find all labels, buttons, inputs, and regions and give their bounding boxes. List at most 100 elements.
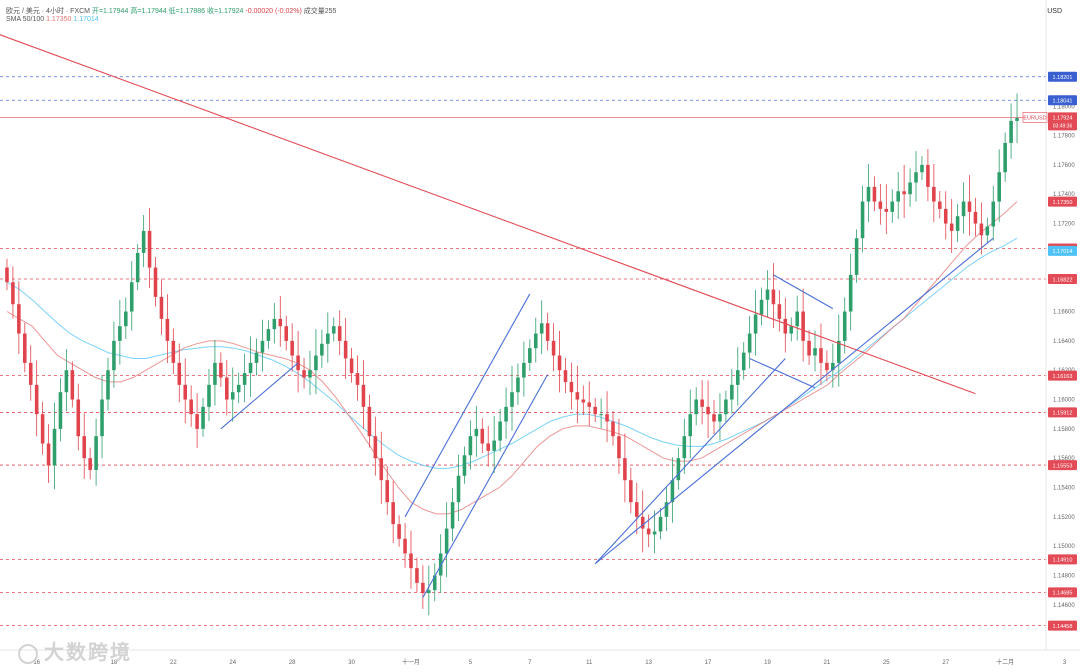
x-tick-label: 7 (528, 660, 532, 666)
ma50-value: 1.17350 (46, 16, 72, 23)
price-level-box (1048, 245, 1077, 256)
candle-body (771, 289, 776, 305)
candle-body (444, 528, 449, 554)
candle-body (355, 373, 360, 385)
candle-body (896, 191, 900, 202)
candle-body (866, 186, 871, 202)
candle-body (284, 326, 289, 341)
high-value: 高=1.17944 (130, 8, 167, 15)
candle-body (88, 458, 92, 470)
candle-body (456, 475, 461, 503)
candle-body (308, 370, 312, 378)
y-tick-label: 1.17800 (1053, 134, 1075, 140)
candle-body (825, 362, 829, 371)
candle-body (450, 502, 455, 529)
symbol-tag-label: EURUSD (1023, 116, 1046, 122)
candle-body (967, 201, 972, 212)
candle-body (337, 326, 342, 341)
candle-body (391, 502, 395, 525)
close-value: 收=1.17924 (207, 8, 244, 15)
candle-body (76, 399, 81, 437)
y-tick-label: 1.17600 (1053, 163, 1075, 169)
x-tick-label: 十一月 (402, 658, 420, 666)
candle-body (242, 373, 247, 385)
candle-body (468, 436, 473, 456)
candle-body (908, 182, 912, 195)
y-tick-label: 1.16600 (1053, 310, 1075, 316)
candle-body (706, 406, 710, 415)
candle-body (195, 414, 199, 429)
candle-body (385, 480, 390, 503)
candle-body (795, 311, 799, 327)
watermark-text: 大数跨境 (44, 642, 132, 664)
y-tick-label: 1.16400 (1053, 339, 1075, 345)
candle-body (438, 553, 443, 576)
candle-body (1003, 142, 1007, 173)
candle-body (938, 201, 942, 209)
chart-header-ma[interactable]: SMA 50/100 1.17350 1.17014 (6, 16, 99, 23)
y-tick-label: 1.18000 (1053, 104, 1075, 110)
candle-body (367, 406, 372, 437)
price-level-box (1048, 407, 1077, 418)
candle-body (23, 333, 27, 363)
symbol-name: 欧元 / 美元 · 4小时 · FXCM (6, 8, 90, 15)
candle-body (248, 362, 253, 374)
flag-lower (749, 357, 816, 389)
downtrend-line (0, 34, 976, 395)
price-level-box (1048, 460, 1077, 471)
current-price-box (1048, 112, 1077, 131)
candle-body (753, 314, 758, 334)
candle-body (777, 304, 782, 319)
candle-body (82, 436, 86, 459)
sma100-line (6, 237, 1018, 469)
candle-body (694, 399, 698, 415)
candle-body (522, 362, 526, 378)
candle-body (421, 582, 425, 594)
y-tick-label: 1.14800 (1053, 573, 1075, 579)
candle-body (290, 340, 294, 356)
candle-body (747, 333, 752, 353)
candle-body (11, 282, 15, 305)
candle-body (171, 340, 176, 363)
price-level-box (1048, 71, 1077, 82)
price-level-box (1048, 273, 1077, 284)
candle-body (872, 186, 877, 202)
price-level-label: 1.15553 (1053, 463, 1073, 469)
candle-body (652, 531, 657, 535)
open-value: 开=1.17944 (91, 8, 129, 15)
price-level-label: 1.18041 (1053, 99, 1073, 105)
candle-body (147, 230, 152, 268)
y-tick-label: 1.16000 (1053, 398, 1075, 404)
candle-body (932, 186, 936, 202)
candle-body (474, 428, 479, 437)
candle-body (854, 238, 859, 275)
candle-body (557, 355, 562, 371)
candle-body (682, 436, 687, 459)
candle-body (949, 223, 954, 231)
candle-body (326, 333, 330, 344)
candle-body (492, 440, 496, 451)
candle-body (973, 211, 978, 224)
candle-body (1015, 117, 1019, 121)
candle-body (177, 362, 182, 385)
candle-body (860, 201, 865, 239)
candle-body (17, 304, 21, 334)
price-level-label: 1.14458 (1053, 624, 1073, 630)
candle-body (914, 172, 918, 183)
candle-body (813, 348, 817, 356)
candle-body (207, 384, 211, 407)
current-price-label: 1.17924 (1053, 116, 1073, 122)
candle-body (658, 516, 663, 532)
candle-body (593, 406, 597, 415)
candle-body (118, 326, 122, 341)
candle-body (688, 414, 693, 437)
volume-value: 成交量255 (303, 8, 337, 15)
channel-upper (404, 293, 531, 518)
candle-body (587, 402, 592, 407)
candle-body (985, 226, 990, 236)
price-level-box (1048, 196, 1077, 207)
candle-body (302, 370, 306, 378)
candle-body (730, 384, 734, 400)
price-level-box (1048, 620, 1077, 631)
